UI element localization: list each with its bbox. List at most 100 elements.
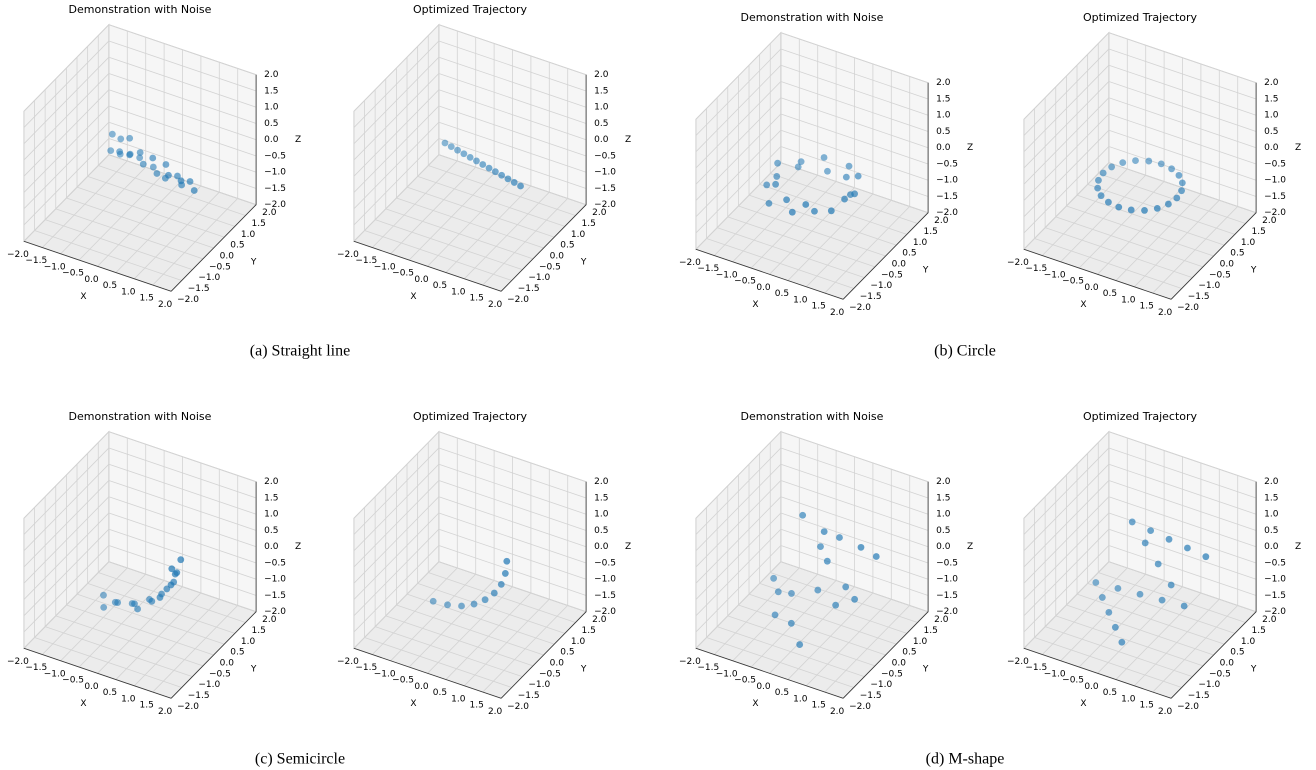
grid-line [438,89,587,141]
x-tick-label: −0.5 [734,277,756,287]
grid-line [375,626,523,678]
point [1114,584,1122,592]
axis-line [1023,248,1172,300]
y-tick-label: −2.0 [177,702,199,712]
z-tick-label: 2.0 [1264,477,1279,487]
y-tick-label: 0.0 [892,659,907,669]
grid-line [1023,496,1110,584]
grid-line [780,447,929,499]
grid-line [108,56,257,108]
grid-line [1087,183,1235,235]
point [441,139,449,147]
x-axis-label: X [1080,300,1086,310]
y-tick-label: −1.5 [860,691,882,701]
grid-line [695,561,782,649]
grid-line [23,121,110,210]
z-tick-label: 1.0 [264,103,279,113]
grid-line [1066,205,1214,257]
y-axis-label: Y [1250,266,1257,276]
grid-line [353,40,440,128]
z-tick-label: −1.0 [594,168,616,178]
grid-line [108,89,257,141]
grid-line [1108,32,1257,84]
grid-line [1108,97,1257,149]
grid-line [1045,626,1193,678]
z-tick-label: 0.5 [1264,526,1278,536]
grid-line [1023,32,1110,120]
y-axis-label: Y [580,665,587,675]
x-tick-label: 0.0 [1084,283,1099,293]
y-tick-label: −1.5 [1188,292,1210,302]
point [773,173,781,180]
grid-line [1108,113,1257,165]
y-tick-label: −1.5 [188,284,210,294]
grid-line [695,129,782,218]
y-tick-label: 0.5 [902,249,916,259]
grid-line [34,230,182,281]
y-tick-label: −0.5 [881,270,903,280]
grid-line [1087,582,1235,634]
x-tick-label: 1.5 [470,294,484,304]
point [117,135,125,143]
z-axis-label: Z [625,135,631,145]
grid-line [23,89,110,177]
z-tick-label: −1.0 [936,575,958,585]
grid-line [738,604,886,656]
point [173,569,181,577]
grid-line [23,138,110,226]
z-tick-label: −1.5 [1264,192,1286,202]
axis-line [500,611,587,699]
grid-line [417,582,565,634]
x-tick-label: 0.5 [433,688,447,698]
z-tick-label: −1.5 [1264,591,1286,601]
axis-line [695,647,844,699]
z-tick-label: 1.0 [1264,510,1279,520]
point [774,588,782,596]
point [842,173,850,181]
y-tick-label: −1.5 [518,284,540,294]
point [788,590,795,597]
grid-line [87,175,235,227]
z-tick-label: −1.0 [594,575,616,585]
point [783,196,790,204]
grid-line [353,73,440,161]
grid-line [695,528,782,617]
grid-line [1023,113,1110,201]
grid-line [1023,431,1110,519]
point [772,180,780,188]
point [824,167,831,175]
z-tick-label: −2.0 [594,607,616,617]
point [1141,207,1148,214]
point [814,586,822,594]
y-tick-label: −2.0 [849,303,871,313]
axis-line [23,647,172,699]
x-tick-label: −1.5 [25,256,47,266]
z-tick-label: −0.5 [594,151,616,161]
axis-line [1170,212,1257,300]
z-tick-label: 1.0 [1264,111,1279,121]
grid-line [23,545,110,633]
z-tick-label: 1.0 [936,111,951,121]
x-tick-label: 0.0 [756,283,771,293]
grid-line [695,48,782,136]
grid-line [695,64,782,153]
z-tick-label: 0.5 [594,526,608,536]
point [1119,159,1127,167]
point [136,149,144,156]
z-tick-label: −2.0 [936,208,958,218]
grid-line [23,447,110,535]
grid-line [108,105,257,157]
grid-line [695,463,782,552]
y-tick-label: −1.5 [860,292,882,302]
grid-line [353,528,440,617]
grid-line [695,496,782,584]
axis-line [170,204,257,292]
y-tick-label: 1.5 [251,626,265,636]
axis-line [23,240,172,292]
grid-line [1108,528,1257,580]
x-tick-label: 1.5 [812,701,826,711]
x-tick-label: 1.5 [1140,701,1154,711]
x-tick-label: −2.0 [337,657,359,667]
point [845,162,853,170]
